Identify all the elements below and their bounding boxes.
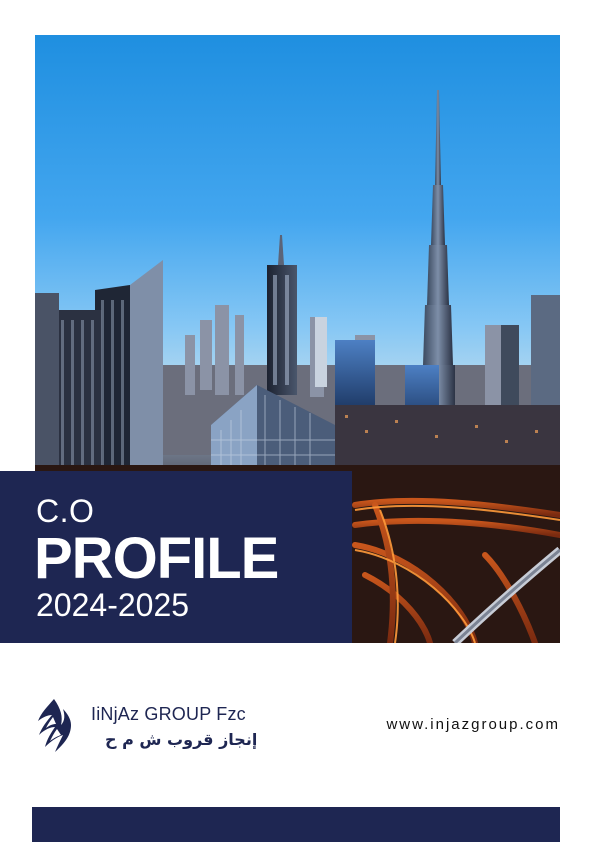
cover-title-panel: C.O PROFILE 2024-2025	[0, 471, 352, 643]
cover-title: PROFILE	[34, 526, 279, 591]
cover-years: 2024-2025	[36, 587, 190, 623]
website-link[interactable]: www.injazgroup.com	[386, 716, 560, 733]
footer-bar	[32, 807, 560, 842]
company-name-arabic: إنجاز قروب ش م ح	[105, 730, 258, 749]
company-name: IiNjAz GROUP Fzc	[91, 704, 246, 724]
injaz-logo-icon	[33, 697, 75, 753]
cover-label-small: C.O	[36, 493, 95, 529]
